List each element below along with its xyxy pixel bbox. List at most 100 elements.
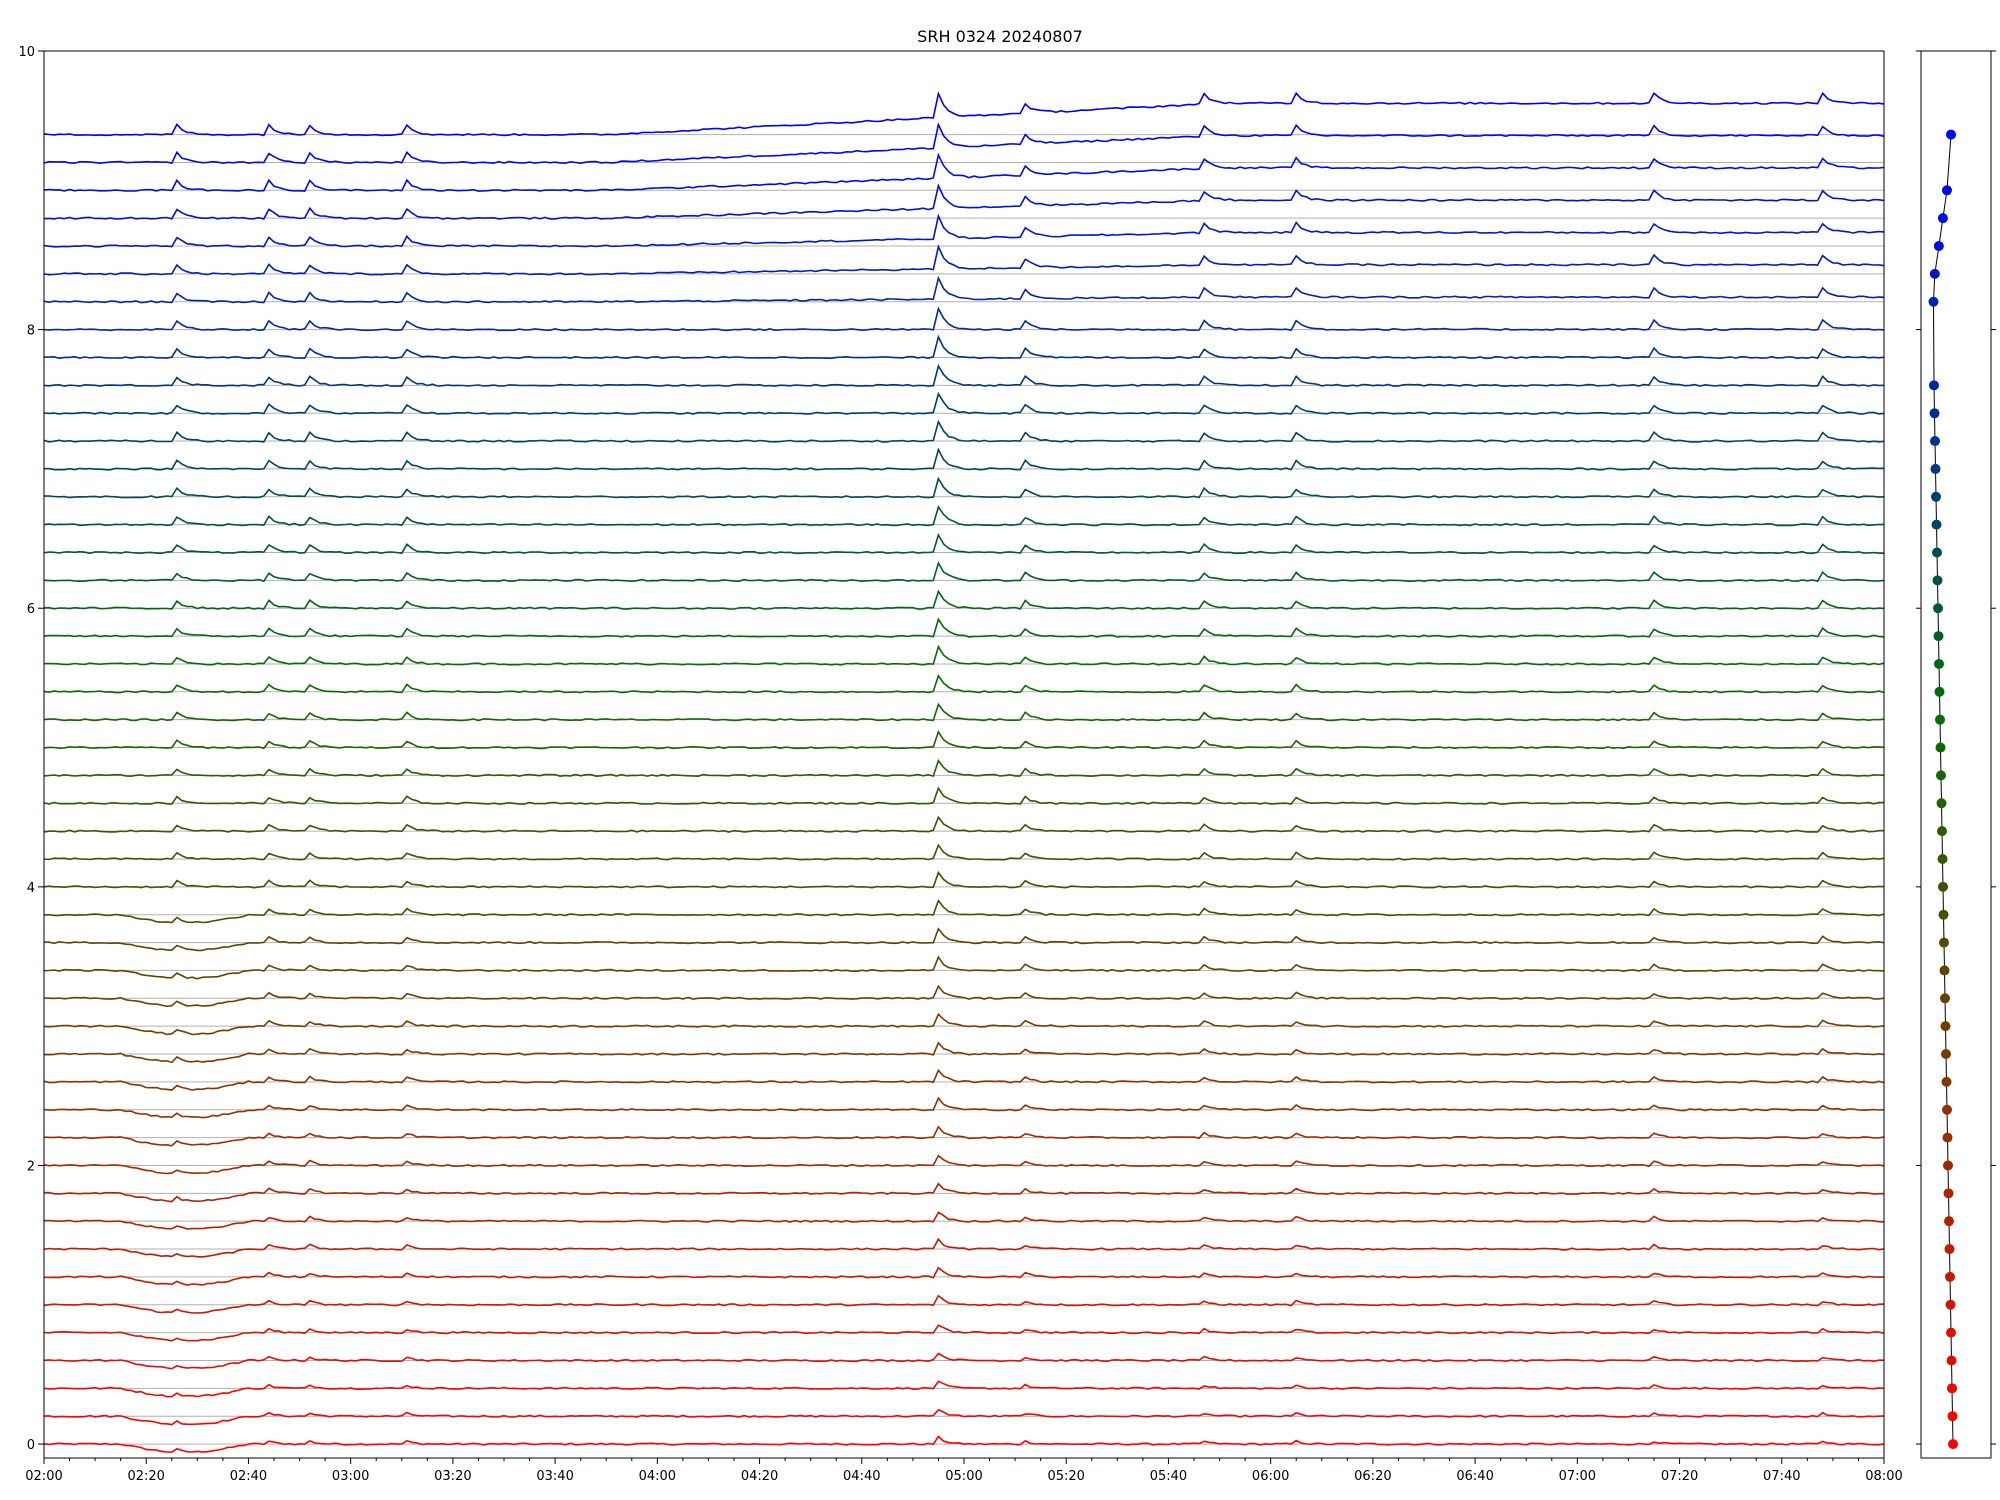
side-point bbox=[1931, 519, 1942, 530]
series-line bbox=[43, 505, 1885, 527]
side-panel-ticks bbox=[1916, 50, 1996, 1445]
x-tick-label: 05:20 bbox=[1047, 1469, 1084, 1484]
side-point bbox=[1929, 380, 1939, 391]
series-line bbox=[43, 122, 1885, 165]
series-line bbox=[43, 644, 1885, 666]
series-line bbox=[43, 183, 1885, 220]
series-line bbox=[44, 476, 1885, 499]
x-tick-label: 02:20 bbox=[127, 1469, 164, 1484]
series-line bbox=[43, 984, 1885, 1008]
x-tick-label: 03:00 bbox=[332, 1469, 369, 1484]
y-tick-label: 6 bbox=[27, 602, 35, 617]
side-point bbox=[1929, 408, 1940, 419]
side-panel-points bbox=[1928, 129, 1958, 1450]
series-line bbox=[43, 1012, 1885, 1036]
side-point bbox=[1930, 463, 1941, 474]
side-panel bbox=[1916, 50, 1996, 1459]
side-point bbox=[1947, 1411, 1958, 1422]
side-point bbox=[1941, 1049, 1951, 1060]
side-point bbox=[1937, 213, 1948, 224]
side-point bbox=[1942, 1132, 1953, 1143]
main-axes: 02:00 02:20 02:40 03:00 03:20 03:40 04:00 04:20… bbox=[18, 45, 1902, 1484]
series-line bbox=[43, 1352, 1884, 1370]
series-line bbox=[43, 1125, 1885, 1147]
series-line bbox=[43, 870, 1885, 889]
side-point bbox=[1941, 1076, 1952, 1087]
series-line bbox=[43, 244, 1885, 276]
x-tick-label: 03:40 bbox=[536, 1469, 573, 1484]
side-point bbox=[1935, 742, 1946, 753]
side-point bbox=[1945, 1299, 1956, 1310]
series-line bbox=[43, 1380, 1885, 1398]
y-tick-label: 0 bbox=[27, 1438, 35, 1453]
series-line bbox=[43, 91, 1885, 137]
x-tick-label: 06:00 bbox=[1252, 1469, 1289, 1484]
side-point bbox=[1934, 686, 1945, 697]
series-line bbox=[43, 1182, 1884, 1203]
side-point bbox=[1938, 881, 1948, 892]
series-line bbox=[43, 955, 1885, 980]
side-point bbox=[1939, 965, 1950, 976]
series-line bbox=[43, 617, 1885, 638]
side-point bbox=[1932, 547, 1942, 558]
side-point bbox=[1945, 1271, 1955, 1282]
series-line bbox=[43, 730, 1885, 750]
series-line bbox=[43, 532, 1885, 555]
x-tick-label: 02:40 bbox=[230, 1469, 267, 1484]
series-line bbox=[43, 275, 1885, 304]
series-line bbox=[43, 1041, 1885, 1064]
x-tick-label: 03:20 bbox=[434, 1469, 471, 1484]
series-line bbox=[43, 334, 1885, 360]
side-point bbox=[1946, 1327, 1956, 1338]
x-tick-label: 04:40 bbox=[843, 1469, 880, 1484]
series-line bbox=[43, 702, 1885, 722]
series-line bbox=[43, 815, 1885, 833]
side-panel-frame bbox=[1920, 50, 1992, 1459]
side-point bbox=[1933, 631, 1944, 642]
x-tick-label: 04:20 bbox=[741, 1469, 778, 1484]
side-point bbox=[1948, 1439, 1958, 1450]
side-point bbox=[1928, 296, 1939, 307]
side-point bbox=[1931, 491, 1941, 502]
series-line bbox=[43, 1408, 1885, 1426]
series-line bbox=[43, 391, 1885, 415]
series-line bbox=[43, 363, 1884, 388]
series-line bbox=[43, 1435, 1885, 1454]
side-point bbox=[1944, 1216, 1954, 1227]
x-tick-label: 02:00 bbox=[25, 1469, 62, 1484]
x-tick-label: 05:40 bbox=[1150, 1469, 1187, 1484]
chart-title: SRH 0324 20240807 bbox=[917, 27, 1083, 46]
side-point bbox=[1937, 826, 1947, 837]
x-tick-label: 05:00 bbox=[945, 1469, 982, 1484]
x-tick-label: 07:00 bbox=[1559, 1469, 1596, 1484]
side-point bbox=[1934, 658, 1944, 669]
series-line bbox=[43, 589, 1885, 610]
series-line bbox=[43, 1096, 1885, 1119]
x-tick-label: 08:00 bbox=[1865, 1469, 1902, 1484]
x-tick-label: 07:40 bbox=[1763, 1469, 1800, 1484]
side-point bbox=[1946, 129, 1956, 140]
series-line bbox=[43, 898, 1885, 924]
series-line bbox=[43, 447, 1885, 471]
series-line bbox=[43, 419, 1885, 443]
x-tick-label: 06:20 bbox=[1354, 1469, 1391, 1484]
series-line bbox=[43, 927, 1885, 952]
x-tick-label: 06:40 bbox=[1456, 1469, 1493, 1484]
y-tick-label: 8 bbox=[27, 324, 35, 339]
side-point bbox=[1935, 714, 1945, 725]
side-point bbox=[1944, 1244, 1955, 1255]
side-point bbox=[1932, 575, 1943, 586]
series-line bbox=[43, 1211, 1885, 1230]
x-tick-label: 04:00 bbox=[639, 1469, 676, 1484]
side-point bbox=[1946, 1355, 1957, 1366]
side-point bbox=[1929, 268, 1940, 279]
side-point bbox=[1947, 1383, 1957, 1394]
series-line bbox=[43, 674, 1885, 694]
x-tick-label: 07:20 bbox=[1661, 1469, 1698, 1484]
series-line bbox=[43, 1154, 1885, 1175]
series-line bbox=[43, 1237, 1885, 1258]
series-line bbox=[43, 152, 1885, 192]
y-axis: 0 2 4 6 8 10 bbox=[18, 45, 44, 1453]
series-lines bbox=[43, 91, 1885, 1454]
